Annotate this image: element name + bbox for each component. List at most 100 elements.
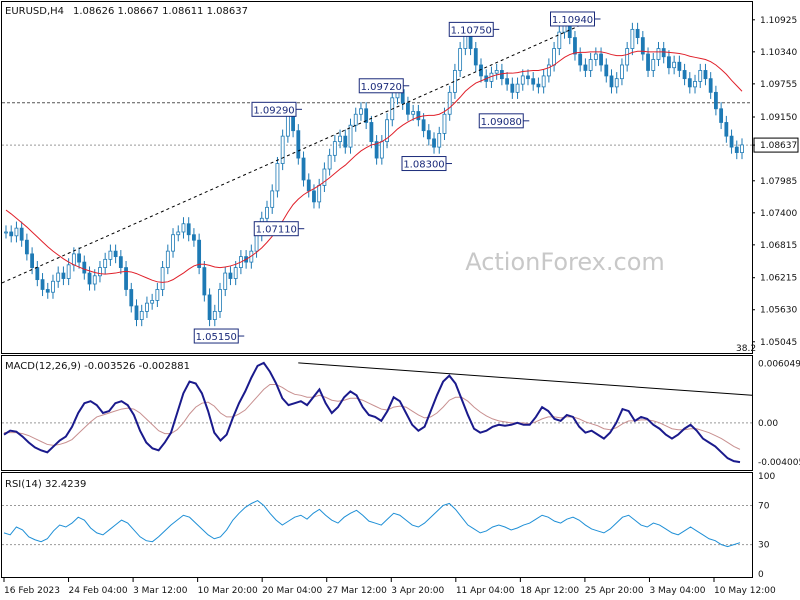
- candle-body: [285, 113, 290, 137]
- candle-body: [192, 234, 196, 241]
- candle-body: [155, 289, 160, 301]
- candle-body: [625, 48, 630, 66]
- candle-body: [494, 70, 499, 74]
- macd-y-axis: 0.006049 0.00 -0.004005: [758, 359, 800, 468]
- candle-body: [124, 267, 128, 290]
- candle-body: [207, 294, 212, 320]
- price-tick-label: 1.07985: [760, 177, 797, 187]
- time-tick-label: 16 Feb 2023: [4, 586, 60, 596]
- candle-body: [171, 234, 175, 252]
- time-tick-label: 10 Mar 20:00: [198, 586, 258, 596]
- candle-body: [661, 48, 666, 58]
- candle-body: [693, 80, 697, 88]
- price-trendline: [1, 18, 595, 284]
- candle-body: [583, 64, 588, 71]
- candle-body: [14, 227, 19, 237]
- rsi-tick-label: 0: [758, 570, 764, 580]
- moving-average: [5, 50, 743, 283]
- candle-body: [98, 267, 102, 277]
- price-tick-label: 1.08637: [760, 141, 797, 151]
- candle-body: [379, 141, 384, 159]
- candle-body: [359, 108, 363, 115]
- macd-tick-label: -0.004005: [758, 458, 800, 468]
- price-annotation-label: 1.05150: [196, 332, 237, 343]
- candle-body: [113, 250, 118, 258]
- quote-header: 1.08626 1.08667 1.08611 1.08637: [73, 6, 248, 17]
- candle-body: [134, 305, 139, 320]
- candle-body: [546, 64, 551, 77]
- candle-body: [724, 122, 729, 137]
- candle-body: [364, 108, 369, 123]
- price-tick-label: 1.10925: [760, 16, 797, 26]
- candle-body: [45, 289, 50, 293]
- candle-body: [312, 190, 316, 203]
- price-tick-label: 1.10340: [760, 48, 797, 58]
- candle-body: [186, 223, 191, 236]
- candle-body: [4, 231, 8, 234]
- candle-body: [61, 272, 66, 279]
- candle-body: [385, 119, 389, 143]
- candle-body: [30, 253, 34, 268]
- candle-body: [332, 141, 337, 156]
- symbol-header: EURUSD,H4: [5, 6, 64, 17]
- candle-body: [139, 310, 144, 320]
- rsi-tick-label: 100: [758, 472, 775, 482]
- price-annotation-label: 1.10940: [552, 15, 593, 26]
- ma-line: [5, 50, 743, 283]
- time-tick-label: 3 Apr 20:00: [391, 586, 444, 596]
- candle-body: [327, 154, 332, 170]
- price-annotation-label: 1.07110: [256, 225, 297, 236]
- candle-body: [228, 272, 233, 279]
- candle-body: [599, 53, 603, 66]
- candle-body: [416, 111, 421, 121]
- macd-signal-line: [4, 384, 741, 450]
- candle-body: [734, 146, 739, 153]
- candle-body: [651, 59, 656, 71]
- candle-body: [218, 289, 222, 312]
- candle-body: [265, 206, 269, 219]
- candle-body: [588, 59, 593, 71]
- price-tick-label: 1.06215: [760, 274, 797, 284]
- candle-body: [593, 53, 598, 60]
- candle-body: [411, 111, 416, 115]
- candle-body: [526, 75, 530, 80]
- trendline: [1, 18, 595, 284]
- price-tick-label: 1.06815: [760, 241, 797, 251]
- candle-body: [432, 138, 436, 148]
- candle-body: [458, 48, 463, 71]
- macd-tick-label: 0.00: [758, 419, 778, 429]
- candle-body: [437, 133, 442, 148]
- candle-body: [275, 163, 280, 192]
- candle-body: [51, 280, 55, 293]
- candle-body: [150, 300, 155, 304]
- candle-body: [197, 239, 202, 268]
- candle-body: [296, 130, 301, 159]
- candle-body: [646, 53, 650, 71]
- candle-body: [369, 122, 374, 143]
- candle-body: [9, 231, 14, 237]
- macd-panel: [1, 355, 753, 471]
- candle-body: [35, 267, 40, 281]
- candle-body: [515, 83, 520, 93]
- price-tick-label: 1.09755: [760, 80, 797, 90]
- rsi-title: RSI(14) 32.4239: [5, 479, 86, 490]
- macd-trendline: [298, 362, 753, 396]
- time-x-axis: 16 Feb 2023 24 Feb 04:00 3 Mar 12:00 10 Mar…: [3, 578, 776, 596]
- fib-label: 38.2: [736, 344, 756, 354]
- candle-body: [635, 28, 640, 38]
- price-panel: [1, 1, 753, 354]
- macd-lines: [2, 361, 753, 464]
- candle-body: [19, 227, 24, 241]
- candle-body: [510, 83, 515, 93]
- candle-body: [447, 91, 452, 115]
- candle-body: [77, 253, 81, 263]
- candle-body: [505, 78, 510, 85]
- candle-body: [202, 267, 207, 296]
- candle-body: [212, 310, 217, 320]
- time-tick-label: 24 Feb 04:00: [69, 586, 128, 596]
- candle-body: [254, 234, 259, 252]
- candle-body: [374, 141, 379, 159]
- time-tick-label: 3 May 04:00: [649, 586, 705, 596]
- candle-body: [656, 48, 661, 60]
